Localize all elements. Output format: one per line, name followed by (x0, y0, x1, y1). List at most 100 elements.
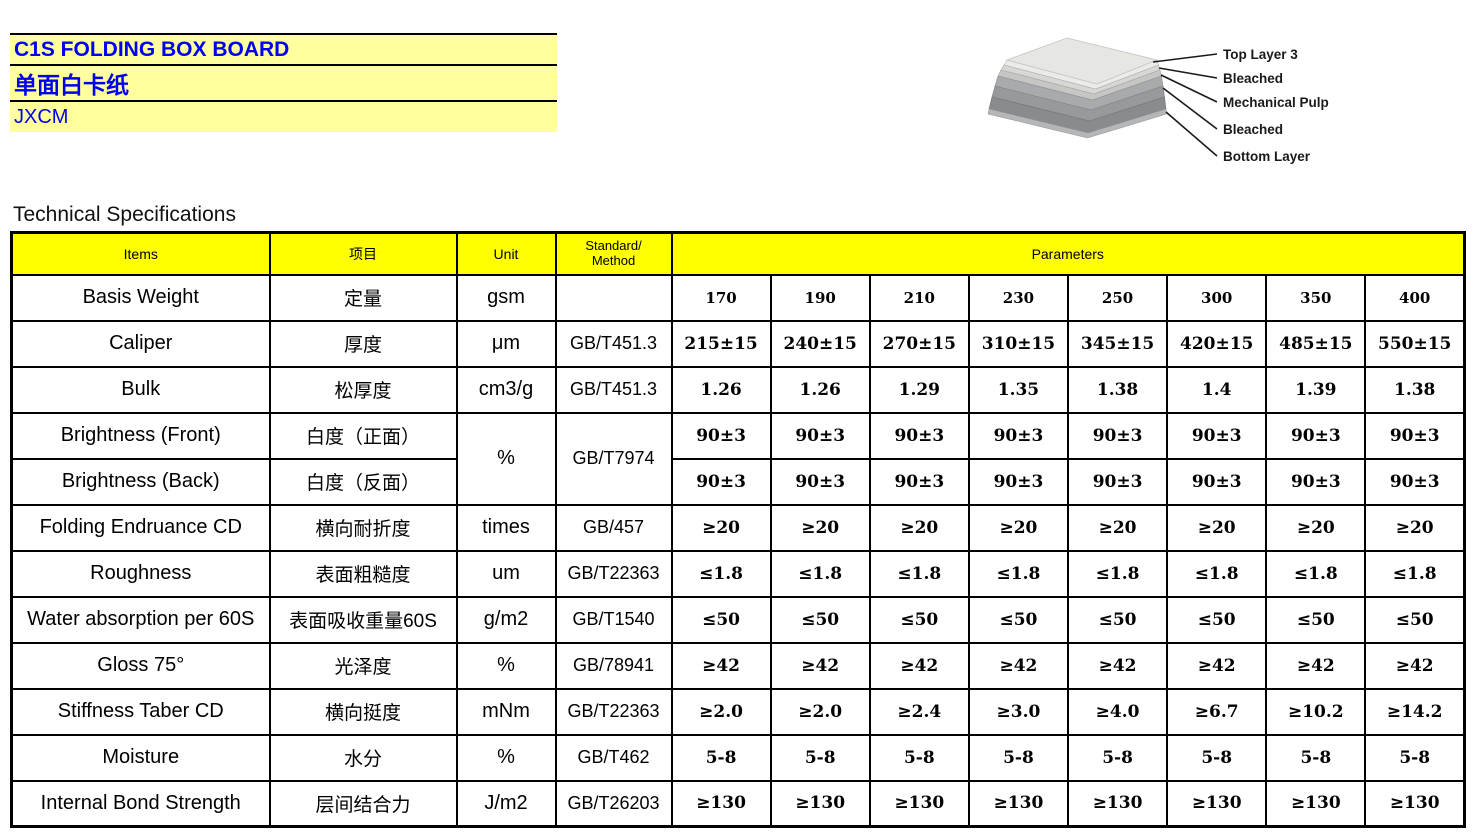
param-value: 90±3 (670, 411, 772, 460)
param-value: ≥42 (1364, 641, 1466, 690)
param-value: ≥130 (1066, 779, 1169, 828)
param-value: ≥20 (670, 503, 772, 552)
standard-value: GB/457 (554, 503, 673, 552)
item-name-cn: 层间结合力 (268, 779, 458, 828)
item-name: Roughness (10, 549, 271, 598)
param-value: 1.29 (868, 365, 970, 414)
param-value: ≥42 (1265, 641, 1367, 690)
param-value: 550±15 (1364, 319, 1466, 368)
table-header-row: Items 项目 Unit Standard/ Method Parameter… (10, 231, 1466, 276)
param-value: 1.26 (769, 365, 871, 414)
unit-value: J/m2 (455, 779, 557, 828)
param-value: ≥130 (769, 779, 871, 828)
spec-row-caliper: Caliper 厚度 μm GB/T451.3 215±15 240±15 270±… (10, 319, 1466, 368)
item-name-cn: 表面吸收重量60S (268, 595, 458, 644)
item-name: Stiffness Taber CD (10, 687, 271, 736)
layer-label-bleached-2: Bleached (1223, 122, 1284, 137)
pointer-line (1158, 67, 1218, 79)
spec-row-water-absorption: Water absorption per 60S 表面吸收重量60S g/m2 … (10, 595, 1466, 644)
unit-value: cm3/g (455, 365, 557, 414)
standard-line1: Standard/ (585, 237, 642, 253)
param-value: 420±15 (1166, 319, 1268, 368)
item-name: Folding Endruance CD (10, 503, 271, 552)
standard-value: GB/T7974 (554, 411, 673, 506)
col-header-standard: Standard/ Method (554, 231, 673, 276)
param-value: 400 (1364, 273, 1466, 322)
item-name-cn: 横向挺度 (268, 687, 458, 736)
param-value: ≤50 (1166, 595, 1268, 644)
param-value: 170 (670, 273, 772, 322)
standard-value: GB/T26203 (554, 779, 673, 828)
param-value: ≥6.7 (1166, 687, 1268, 736)
param-value: ≥130 (868, 779, 970, 828)
param-value: ≥3.0 (967, 687, 1070, 736)
board-layer-diagram: Top Layer 3 Bleached Mechanical Pulp Ble… (985, 22, 1425, 187)
item-name: Brightness (Back) (10, 457, 271, 506)
standard-value: GB/T451.3 (554, 365, 673, 414)
item-name-cn: 光泽度 (268, 641, 458, 690)
unit-value: % (455, 641, 557, 690)
standard-value: GB/T462 (554, 733, 673, 782)
param-value: ≥20 (967, 503, 1070, 552)
param-value: ≥130 (967, 779, 1070, 828)
spec-table: Items 项目 Unit Standard/ Method Parameter… (10, 231, 1466, 828)
param-value: ≥14.2 (1364, 687, 1466, 736)
item-name-cn: 横向耐折度 (268, 503, 458, 552)
section-title: Technical Specifications (13, 203, 236, 226)
product-title-cn: 单面白卡纸 (10, 64, 557, 100)
param-value: 1.38 (1066, 365, 1169, 414)
item-name: Gloss 75° (10, 641, 271, 690)
title-block: C1S FOLDING BOX BOARD 单面白卡纸 JXCM (10, 33, 557, 132)
param-value: ≥4.0 (1066, 687, 1169, 736)
param-value: ≤1.8 (769, 549, 871, 598)
param-value: 5-8 (1166, 733, 1268, 782)
col-header-project: 项目 (268, 231, 458, 276)
item-name: Moisture (10, 733, 271, 782)
unit-value: % (455, 411, 557, 506)
param-value: ≤50 (670, 595, 772, 644)
param-value: ≤50 (1066, 595, 1169, 644)
param-value: ≥42 (1166, 641, 1268, 690)
layer-label-top: Top Layer 3 (1223, 47, 1298, 62)
board-top-face (1005, 37, 1159, 85)
param-value: ≥130 (1265, 779, 1367, 828)
item-name: Brightness (Front) (10, 411, 271, 460)
param-value: ≤1.8 (1265, 549, 1367, 598)
standard-value: GB/T1540 (554, 595, 673, 644)
col-header-unit: Unit (455, 231, 557, 276)
param-value: 5-8 (1265, 733, 1367, 782)
param-value: ≥10.2 (1265, 687, 1367, 736)
param-value: ≥2.4 (868, 687, 970, 736)
param-value: 5-8 (1364, 733, 1466, 782)
item-name: Caliper (10, 319, 271, 368)
param-value: 5-8 (1066, 733, 1169, 782)
param-value: 300 (1166, 273, 1268, 322)
item-name-cn: 水分 (268, 733, 458, 782)
param-value: ≤1.8 (1364, 549, 1466, 598)
param-value: ≥42 (670, 641, 772, 690)
param-value: ≤50 (868, 595, 970, 644)
param-value: 90±3 (967, 411, 1070, 460)
param-value: ≥20 (1265, 503, 1367, 552)
param-value: ≥130 (1364, 779, 1466, 828)
param-value: 90±3 (868, 411, 970, 460)
pointer-line (1165, 111, 1218, 157)
param-value: 90±3 (868, 457, 970, 506)
param-value: 270±15 (868, 319, 970, 368)
param-value: 90±3 (670, 457, 772, 506)
param-value: 345±15 (1066, 319, 1169, 368)
standard-value: GB/T22363 (554, 687, 673, 736)
param-value: ≤50 (1265, 595, 1367, 644)
item-name-cn: 松厚度 (268, 365, 458, 414)
spec-row-brightness-back: Brightness (Back) 白度（反面） 90±3 90±3 90±3 90±… (10, 457, 1466, 506)
unit-value: g/m2 (455, 595, 557, 644)
pointer-line (1152, 53, 1218, 63)
spec-row-basis-weight: Basis Weight 定量 gsm 170 190 210 230 250 300 35… (10, 273, 1466, 322)
param-value: ≥20 (769, 503, 871, 552)
param-value: ≤1.8 (868, 549, 970, 598)
param-value: 485±15 (1265, 319, 1367, 368)
param-value: ≥20 (1364, 503, 1466, 552)
company-name: JXCM (10, 100, 557, 132)
param-value: 5-8 (967, 733, 1070, 782)
param-value: 215±15 (670, 319, 772, 368)
